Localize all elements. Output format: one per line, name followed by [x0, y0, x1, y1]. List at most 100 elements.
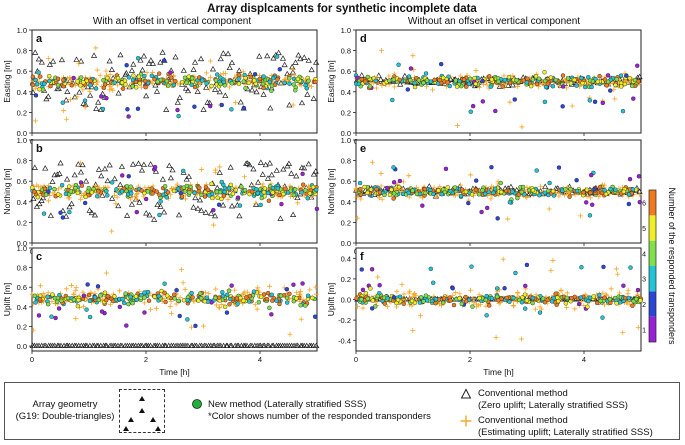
new-method-point — [294, 296, 299, 301]
y-tick-label: 1.0 — [17, 244, 27, 253]
cross-point — [179, 267, 185, 273]
cross-point — [212, 169, 218, 175]
new-method-point — [207, 193, 212, 198]
triangle-point — [193, 342, 200, 349]
new-method-point — [621, 283, 626, 288]
new-method-point — [451, 302, 457, 308]
new-method-point — [463, 299, 469, 304]
new-method-point — [418, 295, 424, 300]
new-method-point — [579, 265, 584, 270]
new-method-point — [158, 199, 163, 204]
triangle-point — [270, 342, 277, 349]
triangle-point — [140, 52, 148, 59]
cross-point — [471, 300, 477, 306]
new-method-point — [229, 283, 234, 288]
cross-point — [73, 315, 79, 321]
triangle-point — [46, 61, 53, 67]
new-method-point — [391, 295, 397, 300]
new-method-point — [493, 108, 498, 114]
triangle-point — [184, 342, 191, 349]
new-method-point — [284, 300, 290, 305]
new-method-point — [135, 106, 141, 112]
triangle-point — [266, 160, 273, 166]
new-method-point — [507, 80, 513, 86]
new-method-point — [243, 75, 248, 81]
cross-point — [219, 301, 225, 307]
new-method-point — [445, 185, 450, 190]
cross-point — [168, 311, 174, 317]
new-method-point — [254, 187, 259, 192]
new-method-point — [423, 190, 428, 196]
triangle-point — [286, 101, 293, 108]
cross-point — [569, 103, 575, 109]
y-axis-label: Easting [m] — [326, 60, 336, 103]
triangle-point — [118, 163, 126, 169]
new-method-point — [369, 267, 375, 272]
new-method-point — [412, 84, 418, 90]
cross-point — [49, 298, 55, 304]
cross-point — [107, 301, 113, 307]
new-method-point — [391, 196, 396, 201]
triangle-point — [289, 68, 297, 75]
cross-point — [290, 102, 296, 108]
cross-point — [213, 302, 219, 308]
cross-point — [182, 286, 188, 292]
cross-point — [93, 183, 99, 189]
new-method-point — [597, 184, 603, 190]
triangle-point — [485, 75, 492, 81]
new-method-point — [495, 75, 501, 81]
new-method-point — [473, 81, 478, 87]
new-method-point — [358, 186, 363, 192]
new-method-point — [267, 79, 273, 85]
new-method-point — [269, 88, 274, 93]
new-method-point — [511, 295, 516, 301]
new-method-point — [123, 82, 128, 87]
triangle-point — [118, 342, 126, 349]
triangle-point — [183, 176, 190, 182]
new-method-point — [209, 83, 214, 89]
cross-point — [297, 291, 303, 297]
new-method-point — [477, 295, 482, 301]
new-method-point — [592, 99, 598, 105]
new-method-point — [312, 314, 318, 319]
cross-point — [484, 82, 490, 88]
new-method-point — [424, 298, 430, 303]
new-method-point — [256, 300, 261, 305]
triangle-point — [285, 160, 293, 166]
new-method-point — [634, 296, 639, 302]
new-method-point — [314, 206, 320, 212]
triangle-point — [55, 85, 62, 92]
y-tick-label: 0.2 — [341, 108, 351, 117]
new-method-point — [123, 291, 128, 296]
new-method-point — [550, 188, 556, 194]
colorbar-frame — [648, 189, 657, 343]
triangle-point — [99, 192, 106, 198]
cross-point — [68, 97, 74, 103]
x-tick-label: 0 — [354, 355, 358, 364]
new-method-point — [184, 183, 190, 189]
new-method-point — [125, 107, 130, 112]
new-method-point — [197, 185, 202, 190]
new-method-point — [373, 304, 378, 309]
new-method-point — [512, 97, 517, 102]
cross-point — [410, 328, 416, 334]
new-method-point — [580, 80, 585, 86]
new-method-point — [549, 299, 555, 304]
triangle-point — [143, 210, 150, 216]
new-method-point — [222, 189, 227, 195]
new-method-point — [88, 82, 93, 88]
triangle-point — [198, 207, 205, 213]
new-method-point — [520, 295, 525, 300]
triangle-point — [29, 89, 37, 95]
new-method-point — [175, 107, 180, 113]
new-method-point — [563, 187, 568, 192]
new-method-point — [71, 297, 77, 302]
colorbar-segment — [649, 240, 656, 266]
colorbar-tick-label: 2 — [642, 302, 646, 309]
new-method-point — [506, 74, 512, 80]
new-method-point — [55, 295, 61, 301]
new-method-point — [30, 82, 36, 88]
legend-array-label-2: (G19: Double-triangles) — [15, 411, 115, 422]
new-method-point — [71, 75, 76, 81]
cross-point — [596, 194, 602, 200]
